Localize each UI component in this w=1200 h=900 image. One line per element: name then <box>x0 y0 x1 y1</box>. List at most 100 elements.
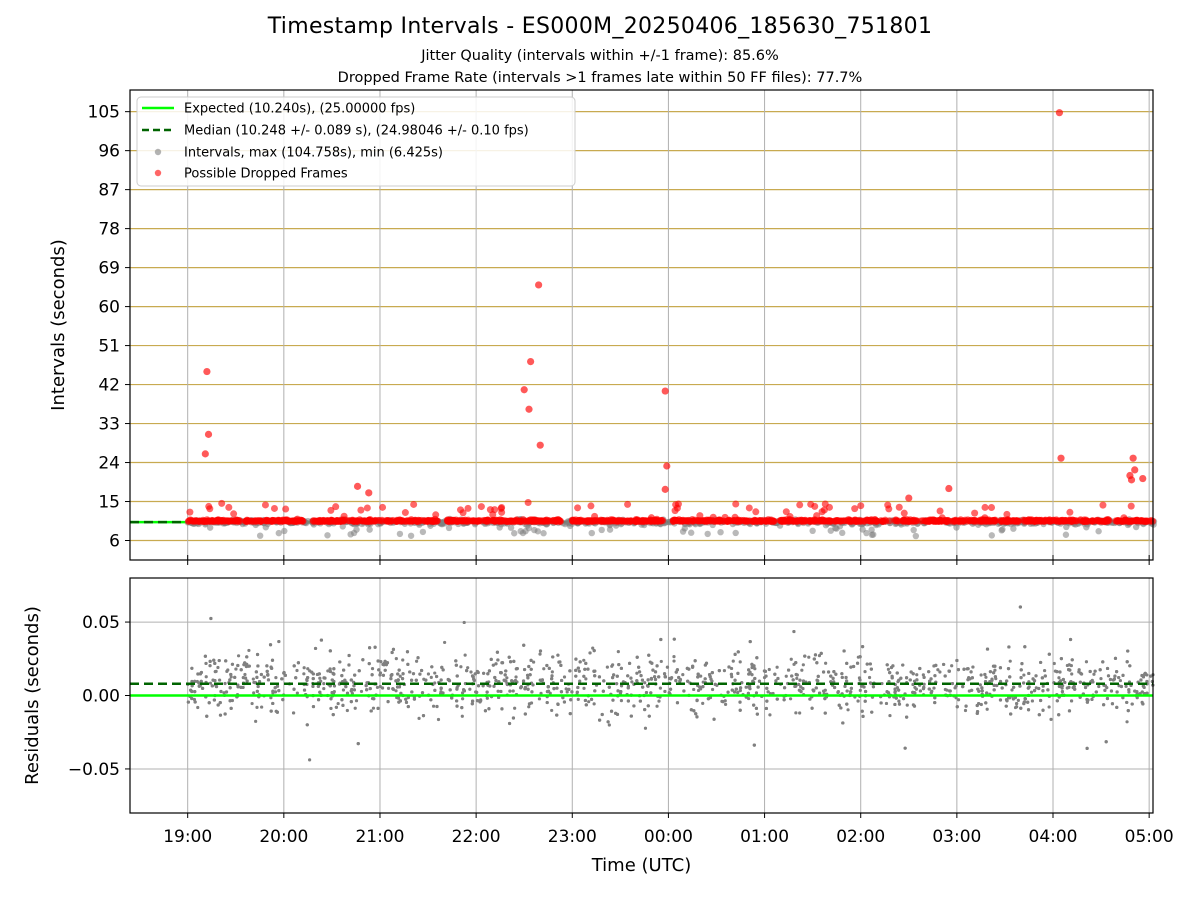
residual-point <box>616 689 620 693</box>
dropped-frame-point <box>1026 517 1034 525</box>
dropped-frame-point <box>431 517 439 525</box>
residual-point <box>905 715 909 719</box>
residual-point <box>748 670 752 674</box>
residual-point <box>897 702 902 706</box>
residual-point <box>514 667 518 671</box>
residual-point <box>615 682 619 686</box>
residual-point <box>817 654 822 658</box>
residual-point <box>380 686 385 690</box>
residual-point <box>336 701 340 706</box>
residual-point <box>933 674 937 678</box>
residual-point <box>562 675 567 679</box>
residual-point <box>686 679 690 683</box>
y-axis-label-residuals: Residuals (seconds) <box>22 606 43 785</box>
residual-point <box>801 663 805 667</box>
residual-point <box>659 659 663 664</box>
dropped-frame-point <box>854 517 862 525</box>
residual-point <box>233 675 237 680</box>
residual-point <box>956 698 961 702</box>
residual-point <box>1020 662 1024 666</box>
interval-point <box>347 531 354 538</box>
residual-point <box>547 666 551 670</box>
dropped-frame-outlier <box>203 367 211 376</box>
residual-point <box>493 675 497 680</box>
residual-point <box>658 686 663 690</box>
dropped-frame-outlier <box>525 405 533 413</box>
residual-point <box>193 700 197 704</box>
residual-point <box>401 672 405 676</box>
residual-point <box>550 670 554 674</box>
residual-point <box>218 678 222 682</box>
residual-point <box>617 662 621 667</box>
residual-point <box>382 661 387 665</box>
residual-point <box>649 691 653 695</box>
residual-point <box>190 666 194 670</box>
residual-point <box>436 717 441 722</box>
residual-point <box>216 665 220 670</box>
residual-point <box>255 689 259 693</box>
residual-point <box>519 686 523 690</box>
dropped-frame-point <box>332 503 340 511</box>
residual-point <box>510 679 514 683</box>
residual-point <box>262 675 266 679</box>
dropped-frame-point <box>936 507 944 515</box>
dropped-frame-point <box>444 517 452 525</box>
residual-point <box>313 646 318 651</box>
residual-point <box>922 685 926 689</box>
residual-point <box>901 663 905 667</box>
dropped-frame-point <box>680 517 688 525</box>
residual-point <box>210 684 214 688</box>
dropped-frame-point <box>651 517 659 525</box>
residual-point <box>236 654 241 658</box>
interval-point <box>275 529 283 537</box>
residual-point <box>964 704 968 708</box>
dropped-frame-outlier <box>945 484 953 493</box>
residual-point <box>385 661 390 665</box>
residual-point <box>1128 664 1132 668</box>
residual-point <box>800 668 804 672</box>
dropped-frame-point <box>379 503 387 511</box>
residual-point <box>696 675 700 679</box>
residual-point <box>863 699 867 703</box>
residual-point <box>764 674 768 678</box>
residual-point <box>537 697 542 701</box>
residual-point <box>433 688 437 692</box>
residual-point <box>842 649 846 653</box>
interval-point <box>1062 531 1070 538</box>
residual-point <box>768 713 772 717</box>
residual-point <box>801 679 806 683</box>
residual-point <box>626 686 630 690</box>
residual-point <box>710 687 715 692</box>
dropped-frame-outlier <box>661 387 669 395</box>
dropped-frame-outlier <box>520 386 528 394</box>
residual-point <box>190 679 194 684</box>
residual-point <box>557 660 561 664</box>
residual-point <box>1022 673 1026 677</box>
residual-point <box>677 675 681 680</box>
x-tick-label: 01:00 <box>740 827 789 847</box>
residual-point <box>389 673 393 678</box>
dropped-frame-point <box>657 516 665 524</box>
dropped-frame-point <box>988 504 996 512</box>
residual-point <box>1034 674 1038 678</box>
legend-intervals-swatch <box>154 148 162 156</box>
residual-point <box>255 675 259 679</box>
residual-point <box>1109 689 1114 693</box>
residual-point <box>391 687 395 691</box>
y-tick-label: 69 <box>98 259 120 279</box>
residual-point <box>888 713 892 718</box>
residual-point <box>441 668 445 672</box>
residual-point <box>990 677 994 681</box>
interval-point <box>353 526 360 533</box>
dropped-frame-point <box>206 505 214 513</box>
residual-point <box>794 661 798 665</box>
residual-point <box>1006 667 1011 671</box>
residual-point <box>651 668 655 672</box>
residual-point <box>405 650 410 654</box>
residual-point <box>550 708 554 713</box>
y-tick-label: 105 <box>88 103 120 123</box>
dropped-frame-point <box>318 517 326 525</box>
residual-point <box>703 677 707 681</box>
residual-point <box>342 668 346 672</box>
residual-point <box>529 658 533 663</box>
